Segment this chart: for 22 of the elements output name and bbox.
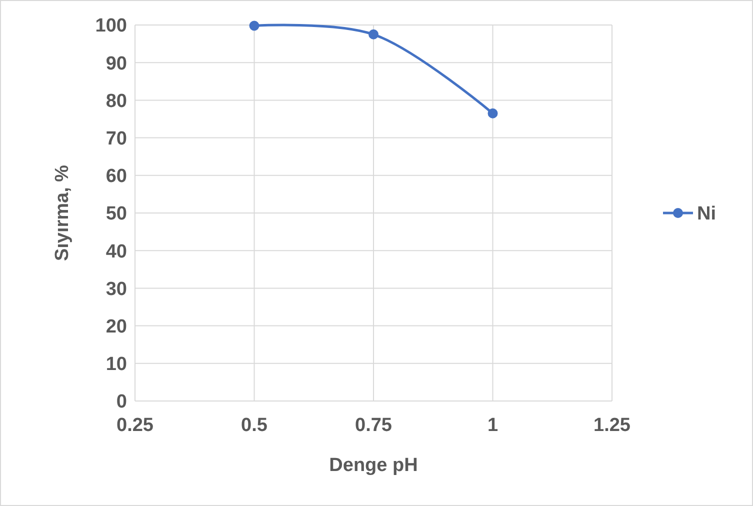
legend-label: Ni xyxy=(697,204,716,225)
y-tick-label: 70 xyxy=(106,128,127,150)
x-tick-label: 1 xyxy=(487,415,498,436)
point xyxy=(249,20,260,31)
y-tick-label: 80 xyxy=(106,90,127,112)
y-tick-label: 90 xyxy=(106,53,127,74)
y-tick-label: 10 xyxy=(106,354,127,376)
point xyxy=(488,108,498,118)
x-tick-label: 0.5 xyxy=(241,415,268,436)
y-tick-label: 20 xyxy=(106,316,127,338)
y-tick-label: 100 xyxy=(95,16,127,37)
x-tick-label: 0.25 xyxy=(116,415,154,436)
y-tick-label: 30 xyxy=(106,278,127,300)
point xyxy=(368,29,378,40)
y-axis-title: Sıyırma, % xyxy=(52,164,73,262)
y-tick-label: 60 xyxy=(106,166,127,188)
x-tick-label: 1.25 xyxy=(594,415,631,436)
y-tick-label: 40 xyxy=(106,241,127,262)
y-tick-label: 0 xyxy=(116,392,127,413)
y-tick-label: 50 xyxy=(106,204,127,225)
x-tick-label: 0.75 xyxy=(355,415,392,436)
x-axis-title: Denge pH xyxy=(329,455,418,476)
